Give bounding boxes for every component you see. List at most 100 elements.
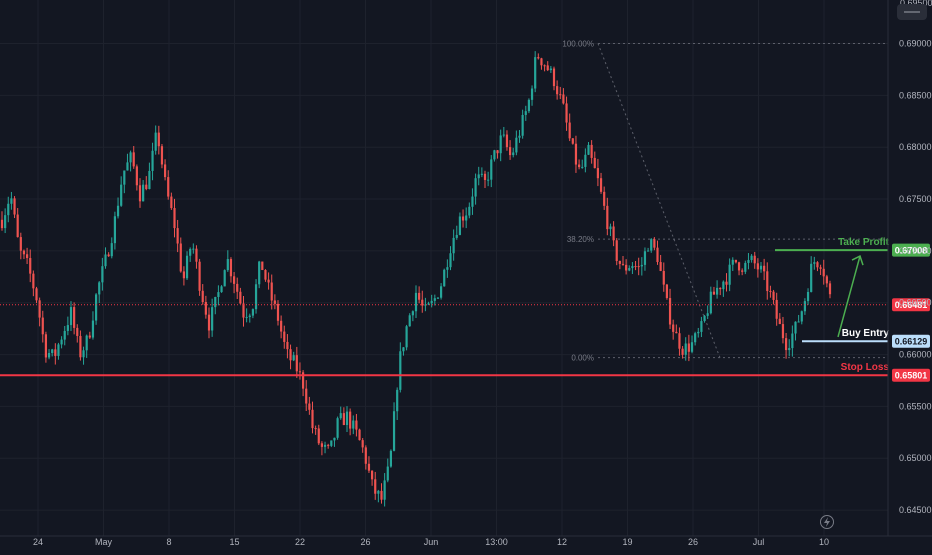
candle xyxy=(418,286,421,304)
candle-body xyxy=(207,314,211,331)
candle-body xyxy=(421,299,424,306)
trade-levels[interactable]: Take Profit 0.67008 0.66481 Buy Entry 0.6612… xyxy=(0,237,930,382)
y-tick-label: 0.66500 xyxy=(899,298,932,308)
candle xyxy=(22,249,26,260)
candle xyxy=(57,342,60,360)
candle-body xyxy=(211,307,214,331)
candle xyxy=(364,445,367,470)
candle-body xyxy=(806,291,810,302)
candle-body xyxy=(537,57,540,59)
candle-body xyxy=(521,114,524,136)
candle-body xyxy=(185,255,189,279)
candle xyxy=(195,245,198,269)
candle-body xyxy=(345,411,349,426)
candle-body xyxy=(82,350,85,358)
candle-body xyxy=(540,58,543,66)
candle-body xyxy=(461,216,465,221)
candle-body xyxy=(603,191,606,206)
x-tick-label: 24 xyxy=(33,537,43,547)
candle-body xyxy=(471,196,474,207)
candle-body xyxy=(226,259,229,271)
candle xyxy=(609,223,612,237)
candle xyxy=(0,211,4,231)
candle-body xyxy=(189,248,192,256)
candle-body xyxy=(151,150,154,171)
candle-body xyxy=(549,68,552,71)
candle xyxy=(618,260,621,270)
candle xyxy=(684,337,687,361)
candle-body xyxy=(715,287,719,295)
candle xyxy=(170,192,173,210)
candle xyxy=(552,66,556,91)
candle xyxy=(549,65,552,73)
take-profit-price-tag[interactable]: 0.67008 xyxy=(892,243,930,257)
candle xyxy=(414,285,418,319)
candle-body xyxy=(160,146,164,165)
candle-body xyxy=(41,317,44,335)
chart-settings-icon[interactable] xyxy=(897,4,927,20)
candle-body xyxy=(625,264,628,271)
candle-body xyxy=(703,315,706,322)
candle xyxy=(436,297,440,299)
candle-body xyxy=(744,262,747,272)
candle xyxy=(775,292,778,326)
candle-body xyxy=(110,243,113,257)
candle xyxy=(361,438,364,453)
candle xyxy=(380,483,383,504)
candle xyxy=(706,305,709,320)
stop-loss-price-tag[interactable]: 0.65801 xyxy=(892,368,930,382)
candle xyxy=(163,159,167,181)
x-tick-label: May xyxy=(95,537,113,547)
candle-body xyxy=(25,254,29,259)
buy-entry-price-tag[interactable]: 0.66129 xyxy=(892,334,930,348)
candle-body xyxy=(483,173,487,180)
candle-body xyxy=(69,307,73,326)
candle-body xyxy=(493,150,496,160)
candle-body xyxy=(565,103,568,123)
candle-body xyxy=(609,226,612,230)
arrow-head xyxy=(851,255,864,266)
candle xyxy=(687,334,690,362)
candle-body xyxy=(672,324,675,332)
candle xyxy=(715,280,719,299)
candle-body xyxy=(584,154,587,167)
candle xyxy=(101,257,104,291)
stop-loss-label: Stop Loss xyxy=(841,362,890,373)
projection-arrow[interactable] xyxy=(837,255,864,338)
candle xyxy=(88,331,91,339)
candle-body xyxy=(681,348,684,355)
candle xyxy=(599,172,603,194)
candle-body xyxy=(148,170,151,190)
candle-body xyxy=(201,290,204,303)
candle xyxy=(211,298,214,337)
candle xyxy=(4,208,7,234)
candle xyxy=(530,85,534,106)
fib-level-label: 38.20% xyxy=(567,235,594,244)
candle xyxy=(242,295,245,327)
candle xyxy=(769,285,772,298)
candle xyxy=(308,396,311,415)
candle-body xyxy=(694,333,697,343)
candle xyxy=(737,261,741,276)
candle-body xyxy=(756,263,759,270)
candle xyxy=(672,319,675,340)
candle-body xyxy=(79,335,82,358)
candle-body xyxy=(424,304,427,306)
candle xyxy=(515,130,518,156)
candle-body xyxy=(4,215,7,229)
candle-body xyxy=(430,300,433,304)
candle-body xyxy=(76,327,79,336)
candle xyxy=(126,153,129,171)
candle xyxy=(73,302,76,335)
fib-trend-line[interactable] xyxy=(597,43,721,358)
candle-body xyxy=(19,237,22,251)
current-price-tag[interactable]: 0.66481 xyxy=(892,298,930,312)
candle-body xyxy=(759,265,763,270)
candle-body xyxy=(574,143,578,165)
lightning-icon[interactable] xyxy=(820,515,834,529)
candle xyxy=(98,281,101,304)
candle-body xyxy=(599,178,603,192)
fibonacci-retracement[interactable]: 100.00% 38.20% 0.00% xyxy=(562,40,888,363)
